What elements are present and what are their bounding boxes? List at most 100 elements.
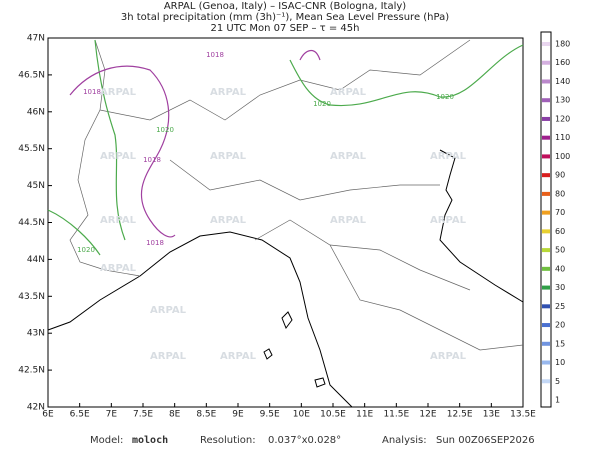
- colorbar-label: 20: [555, 321, 565, 330]
- border: [99, 39, 471, 121]
- colorbar-swatch: [542, 341, 550, 346]
- watermark: ARPAL: [330, 215, 367, 226]
- contour-label: 1018: [83, 88, 101, 96]
- footer-value: moloch: [132, 435, 168, 446]
- colorbar-label: 160: [555, 58, 570, 67]
- lon-label: 13E: [483, 410, 500, 420]
- watermark: ARPAL: [100, 151, 137, 162]
- colorbar-label: 80: [555, 189, 565, 198]
- colorbar-label: 130: [555, 96, 570, 105]
- island: [263, 311, 326, 388]
- lon-label: 9E: [232, 410, 244, 420]
- colorbar-label: 5: [555, 377, 560, 386]
- colorbar-swatch: [542, 98, 550, 103]
- colorbar-label: 30: [555, 283, 565, 292]
- contour-label: 1020: [156, 126, 174, 134]
- watermark: ARPAL: [210, 215, 247, 226]
- colorbar-swatch: [542, 398, 550, 402]
- title-line: ARPAL (Genoa, Italy) – ISAC-CNR (Bologna…: [164, 1, 406, 12]
- watermark: ARPAL: [220, 351, 257, 362]
- watermark: ARPAL: [430, 215, 467, 226]
- lon-label: 11.5E: [383, 410, 409, 420]
- lon-label: 8.5E: [196, 410, 216, 420]
- colorbar-label: 50: [555, 246, 565, 255]
- lon-label: 12E: [419, 410, 436, 420]
- lat-label: 42.5N: [18, 366, 45, 376]
- colorbar-swatch: [542, 210, 550, 215]
- colorbar-label: 90: [555, 171, 565, 180]
- colorbar-swatch: [542, 304, 550, 309]
- lon-label: 11E: [356, 410, 373, 420]
- colorbar-label: 10: [555, 358, 565, 367]
- isobar: [47, 39, 524, 256]
- colorbar-swatch: [542, 79, 550, 84]
- lon-label: 9.5E: [260, 410, 280, 420]
- watermark: ARPAL: [210, 151, 247, 162]
- watermark: ARPAL: [430, 351, 467, 362]
- lat-label: 43.5N: [18, 292, 45, 302]
- footer-label: Analysis:: [382, 435, 427, 446]
- contour-label: 1018: [143, 156, 161, 164]
- colorbar-swatch: [542, 135, 550, 140]
- lon-label: 8E: [169, 410, 181, 420]
- footer-value: 0.037°x0.028°: [268, 435, 341, 446]
- contour-label: 1018: [206, 51, 224, 59]
- colorbar-label: 180: [555, 40, 570, 49]
- watermark: ARPAL: [430, 151, 467, 162]
- watermark: ARPAL: [330, 87, 367, 98]
- lat-label: 47N: [27, 34, 45, 44]
- coastline: [439, 149, 524, 303]
- lat-label: 45.5N: [18, 144, 45, 154]
- colorbar-label: 15: [555, 339, 565, 348]
- colorbar-label: 25: [555, 302, 565, 311]
- colorbar-swatch: [542, 42, 550, 46]
- lon-label: 13.5E: [510, 410, 536, 420]
- colorbar-label: 100: [555, 152, 570, 161]
- contour-label: 1020: [77, 246, 95, 254]
- colorbar-label: 60: [555, 227, 565, 236]
- lon-label: 7.5E: [133, 410, 153, 420]
- colorbar-swatch: [542, 323, 550, 328]
- lat-label: 42N: [27, 403, 45, 413]
- colorbar-label: 120: [555, 114, 570, 123]
- lat-label: 43N: [27, 329, 45, 339]
- lat-label: 44.5N: [18, 218, 45, 228]
- lon-label: 6E: [42, 410, 54, 420]
- lon-label: 12.5E: [447, 410, 473, 420]
- colorbar-swatch: [542, 379, 550, 384]
- isobar: [69, 50, 321, 238]
- map-layer: [47, 39, 524, 408]
- lon-label: 7E: [106, 410, 118, 420]
- colorbar-swatch: [542, 191, 550, 196]
- colorbar-swatch: [542, 154, 550, 159]
- colorbar-frame: [540, 31, 552, 408]
- colorbar-swatch: [542, 173, 550, 178]
- contour-label: 1020: [313, 100, 331, 108]
- coastline: [47, 231, 353, 408]
- watermark: ARPAL: [100, 263, 137, 274]
- colorbar-label: 40: [555, 264, 565, 273]
- contour-label: 1018: [146, 239, 164, 247]
- lon-label: 6.5E: [70, 410, 90, 420]
- watermark: ARPAL: [100, 87, 137, 98]
- lat-label: 46N: [27, 107, 45, 117]
- watermark: ARPAL: [150, 305, 187, 316]
- lat-label: 45N: [27, 181, 45, 191]
- colorbar-label: 1: [555, 396, 560, 405]
- contour-label: 1020: [436, 93, 454, 101]
- colorbar-swatch: [542, 285, 550, 290]
- lat-label: 46.5N: [18, 70, 45, 80]
- title-line: 21 UTC Mon 07 SEP – τ = 45h: [211, 23, 360, 34]
- watermark: ARPAL: [210, 87, 247, 98]
- colorbar-swatch: [542, 248, 550, 253]
- lat-label: 44N: [27, 255, 45, 265]
- colorbar-label: 110: [555, 133, 570, 142]
- colorbar-label: 70: [555, 208, 565, 217]
- lon-label: 10.5E: [320, 410, 346, 420]
- colorbar-swatch: [542, 360, 550, 365]
- title-line: 3h total precipitation (mm (3h)⁻¹), Mean…: [121, 12, 449, 23]
- lon-label: 10E: [293, 410, 310, 420]
- footer-value: Sun 00Z06SEP2026: [436, 435, 535, 446]
- watermark: ARPAL: [330, 151, 367, 162]
